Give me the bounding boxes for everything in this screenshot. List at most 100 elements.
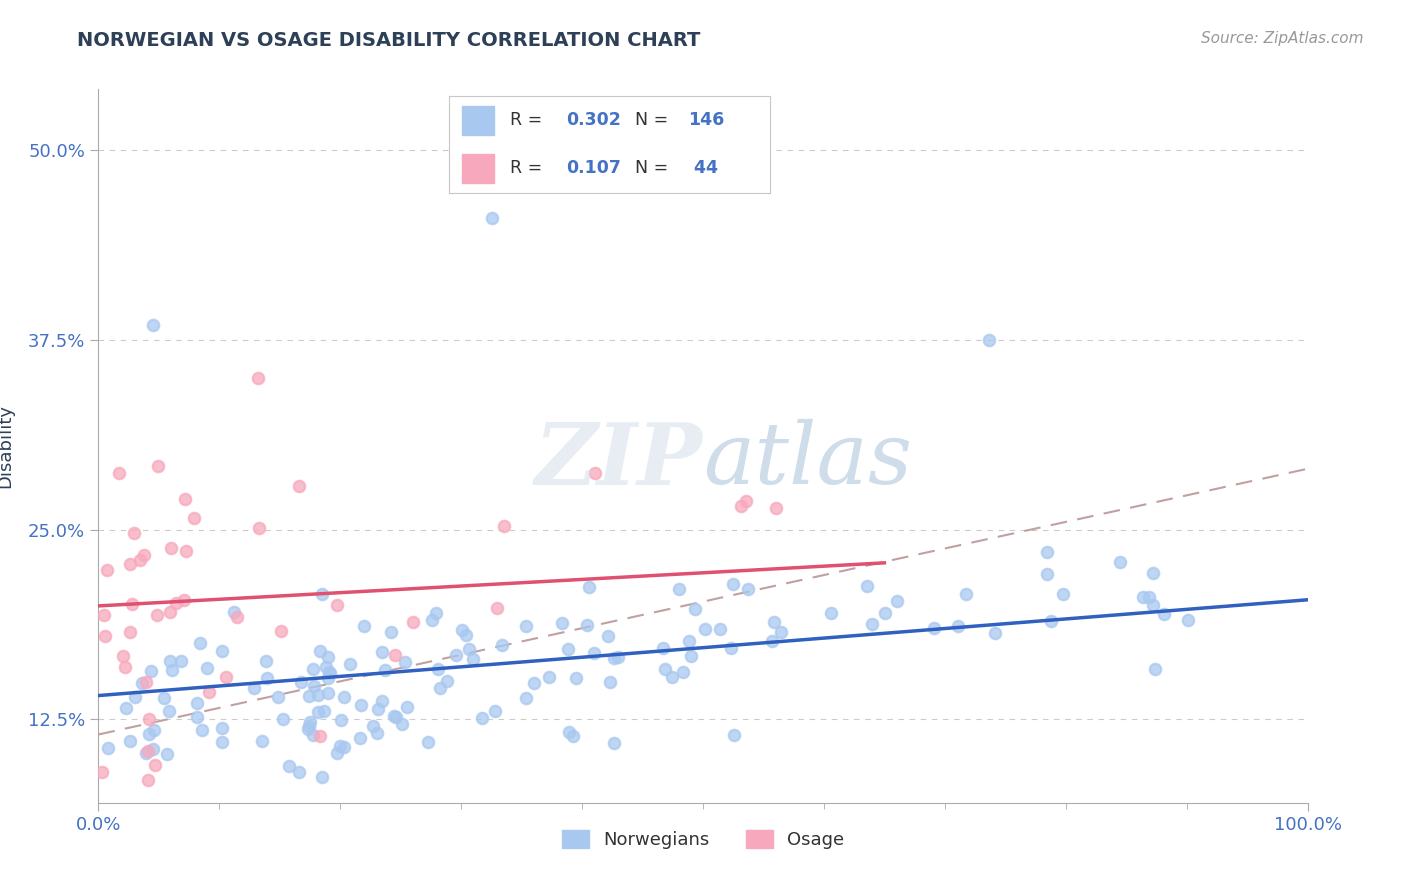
Point — [678, 633, 700, 648]
Point — [174, 544, 197, 558]
Point — [256, 672, 278, 686]
Point — [129, 553, 152, 567]
Point — [96, 563, 118, 577]
Point — [402, 615, 425, 630]
Point — [142, 742, 165, 756]
Point — [188, 635, 211, 649]
Point — [720, 640, 742, 655]
Point — [160, 663, 183, 677]
Point — [652, 641, 675, 656]
Point — [138, 712, 160, 726]
Point — [765, 500, 787, 515]
Point — [576, 617, 599, 632]
Point — [146, 607, 169, 622]
Point — [307, 689, 329, 703]
Point — [297, 722, 319, 736]
Point — [558, 724, 581, 739]
Point — [367, 702, 389, 716]
Point — [112, 648, 135, 663]
Point — [114, 660, 136, 674]
Point — [350, 698, 373, 712]
Point — [332, 690, 354, 704]
Point — [562, 729, 585, 743]
Point — [557, 642, 579, 657]
Point — [596, 630, 619, 644]
Text: ZIP: ZIP — [536, 418, 703, 502]
Legend: Norwegians, Osage: Norwegians, Osage — [553, 821, 853, 858]
Point — [118, 558, 141, 572]
Point — [254, 654, 277, 668]
Point — [156, 747, 179, 761]
Point — [309, 729, 332, 743]
Point — [302, 728, 325, 742]
Point — [211, 644, 233, 658]
Point — [316, 650, 339, 665]
Point — [316, 686, 339, 700]
Y-axis label: Disability: Disability — [0, 404, 14, 488]
Point — [91, 765, 114, 780]
Point — [426, 662, 449, 676]
Point — [124, 690, 146, 705]
Point — [515, 618, 537, 632]
Point — [1142, 566, 1164, 580]
Point — [385, 709, 408, 723]
Point — [683, 602, 706, 616]
Point — [578, 580, 600, 594]
Point — [737, 582, 759, 596]
Point — [325, 746, 347, 760]
Point — [298, 690, 321, 704]
Point — [138, 726, 160, 740]
Point — [278, 758, 301, 772]
Point — [461, 652, 484, 666]
Point — [486, 601, 509, 615]
Point — [191, 723, 214, 737]
Point — [333, 740, 356, 755]
Point — [250, 734, 273, 748]
Point — [654, 662, 676, 676]
Point — [304, 679, 326, 693]
Point — [603, 651, 626, 665]
Point — [1143, 662, 1166, 676]
Point — [290, 674, 312, 689]
Point — [267, 690, 290, 705]
Point — [481, 211, 503, 226]
Point — [494, 518, 516, 533]
Point — [142, 723, 165, 737]
Point — [186, 696, 208, 710]
Point — [120, 625, 142, 640]
Point — [330, 713, 353, 727]
Point — [93, 629, 115, 643]
Point — [394, 655, 416, 669]
Point — [131, 675, 153, 690]
Point — [384, 648, 406, 662]
Point — [319, 666, 342, 681]
Point — [159, 654, 181, 668]
Point — [142, 318, 165, 332]
Point — [471, 711, 494, 725]
Point — [693, 623, 716, 637]
Point — [366, 726, 388, 740]
Point — [491, 638, 513, 652]
Point — [247, 521, 270, 535]
Point — [299, 715, 322, 730]
Point — [353, 619, 375, 633]
Point — [371, 694, 394, 708]
Point — [157, 704, 180, 718]
Point — [270, 624, 292, 638]
Point — [955, 586, 977, 600]
Point — [311, 587, 333, 601]
Point — [380, 624, 402, 639]
Point — [1036, 566, 1059, 581]
Point — [318, 671, 340, 685]
Point — [271, 712, 294, 726]
Point — [215, 670, 238, 684]
Point — [195, 661, 218, 675]
Point — [668, 582, 690, 596]
Point — [121, 597, 143, 611]
Point — [139, 664, 162, 678]
Text: Source: ZipAtlas.com: Source: ZipAtlas.com — [1201, 31, 1364, 46]
Point — [309, 644, 332, 658]
Point — [114, 701, 136, 715]
Point — [1137, 590, 1160, 604]
Point — [679, 648, 702, 663]
